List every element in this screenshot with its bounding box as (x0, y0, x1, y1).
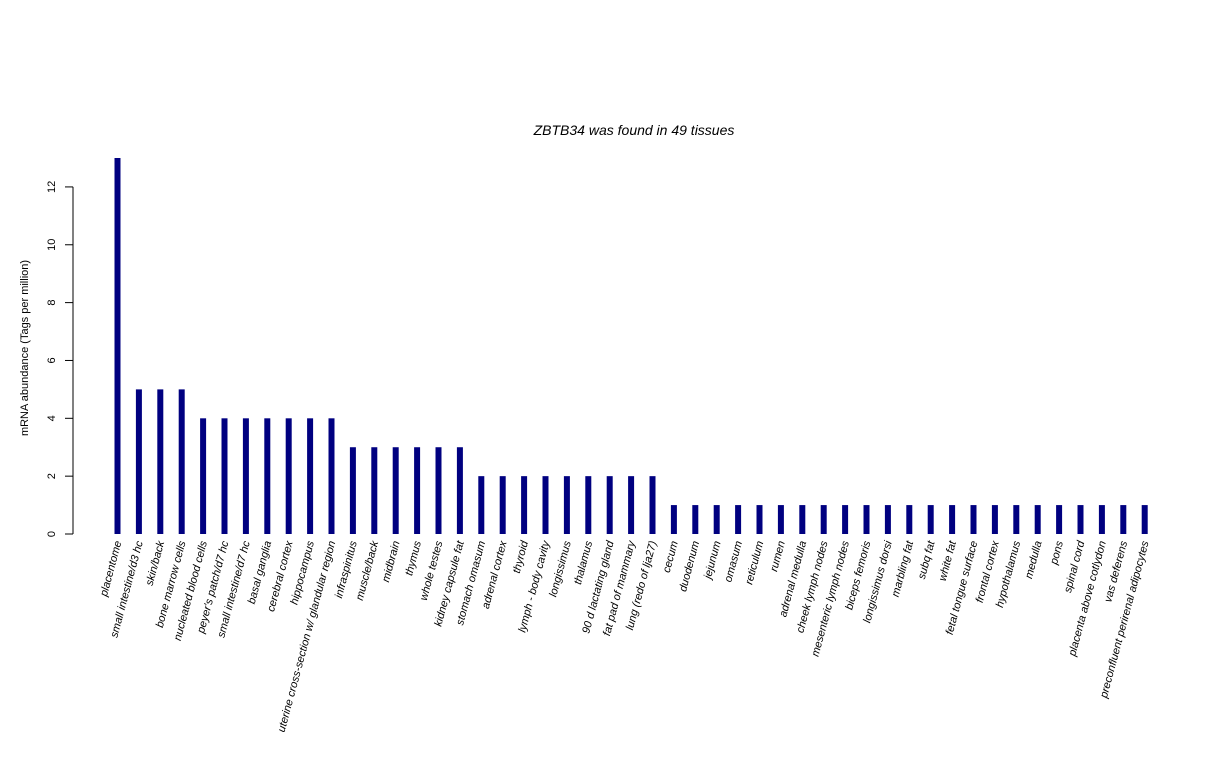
bar (1013, 505, 1020, 534)
bar (842, 505, 849, 534)
bar (157, 389, 164, 534)
bar (1034, 505, 1041, 534)
bar (328, 418, 335, 534)
y-tick-label: 8 (46, 300, 58, 306)
bar (906, 505, 913, 534)
bar (456, 447, 463, 534)
bar (1141, 505, 1148, 534)
y-tick-label: 0 (46, 531, 58, 537)
chart-title: ZBTB34 was found in 49 tissues (533, 122, 735, 138)
bar (863, 505, 870, 534)
bar (692, 505, 699, 534)
bar (585, 476, 592, 534)
bar (799, 505, 806, 534)
x-category-label: longissimus (547, 539, 574, 598)
x-category-label: thalamus (572, 539, 595, 586)
x-category-label: preconfluent perirenal adipocytes (1098, 539, 1152, 700)
y-axis: 0 2 4 6 8 10 12 (46, 181, 74, 537)
bar (200, 418, 207, 534)
bar (178, 389, 185, 534)
bar (392, 447, 399, 534)
bar (264, 418, 271, 534)
bar (349, 447, 356, 534)
bar (927, 505, 934, 534)
x-category-label: spinal cord (1062, 539, 1088, 594)
y-axis-label: mRNA abundance (Tags per million) (19, 260, 31, 436)
x-category-label: jejunum (702, 540, 724, 582)
bar (649, 476, 656, 534)
x-category-label: thyroid (511, 539, 531, 575)
bar (777, 505, 784, 534)
bar (563, 476, 570, 534)
x-category-label: thymus (403, 539, 424, 577)
y-tick-label: 4 (46, 415, 58, 421)
x-category-label: marbling fat (890, 539, 917, 599)
x-category-label: medulla (1023, 540, 1045, 580)
bar (756, 505, 763, 534)
bar (670, 505, 677, 534)
bar (435, 447, 442, 534)
x-category-label: subq fat (916, 539, 938, 581)
bar (478, 476, 485, 534)
bar (414, 447, 421, 534)
bar (606, 476, 613, 534)
bar (628, 476, 635, 534)
bar (884, 505, 891, 534)
x-category-label: omasum (722, 540, 745, 584)
bar (1120, 505, 1127, 534)
bar (242, 418, 249, 534)
bar (521, 476, 528, 534)
bar (1056, 505, 1063, 534)
y-tick-label: 6 (46, 357, 58, 363)
x-category-label: midbrain (380, 540, 403, 584)
bar (542, 476, 549, 534)
y-tick-label: 10 (46, 239, 58, 251)
bar (949, 505, 956, 534)
bars-group (114, 158, 1148, 534)
x-category-label: white fat (937, 539, 959, 583)
bar (991, 505, 998, 534)
x-category-label: pons (1048, 539, 1066, 567)
bar (820, 505, 827, 534)
bar (114, 158, 121, 534)
bar (371, 447, 378, 534)
bar (499, 476, 506, 534)
bar (970, 505, 977, 534)
x-category-label: duodenum (677, 540, 702, 593)
bar (135, 389, 142, 534)
x-category-label: reticulum (743, 540, 766, 586)
x-category-label: cecum (661, 540, 681, 574)
y-tick-label: 12 (46, 181, 58, 193)
bar (713, 505, 720, 534)
y-tick-label: 2 (46, 473, 58, 479)
bar (735, 505, 742, 534)
x-category-label: rumen (768, 540, 788, 573)
bar (285, 418, 292, 534)
bar (221, 418, 228, 534)
bar (307, 418, 314, 534)
bar (1098, 505, 1105, 534)
bar (1077, 505, 1084, 534)
x-category-label: skin/back (144, 539, 168, 587)
